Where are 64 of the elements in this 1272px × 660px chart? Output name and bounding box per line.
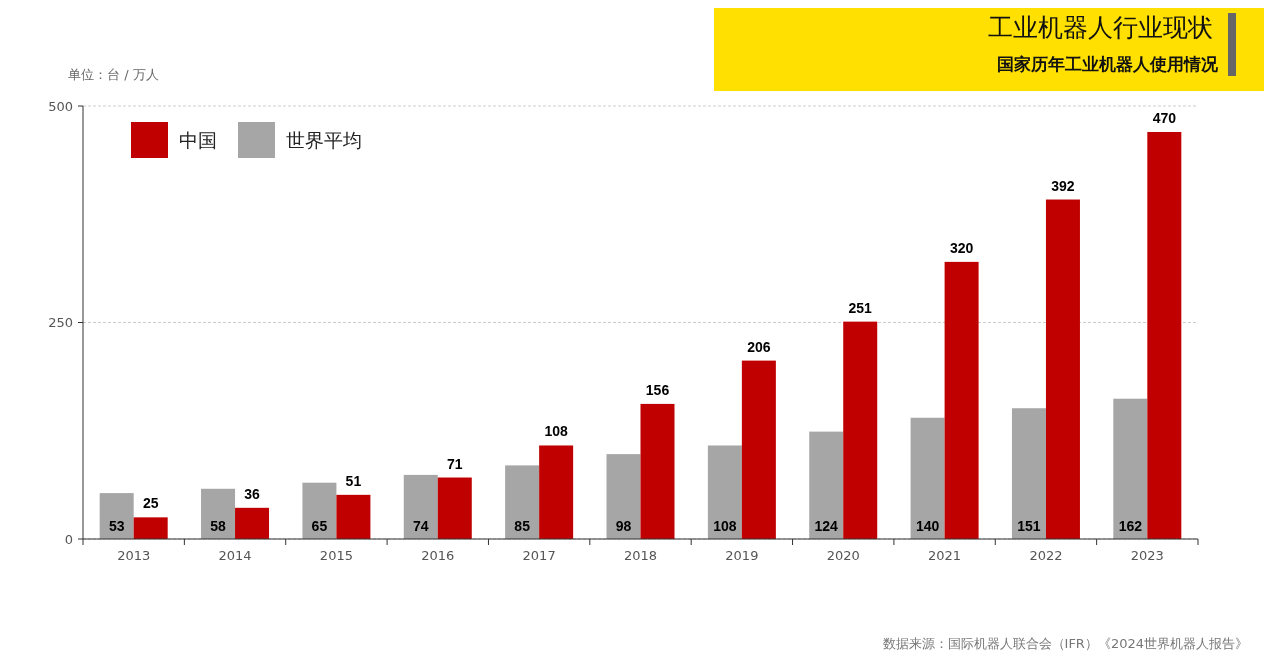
data-label: 98 bbox=[615, 518, 632, 534]
data-label: 124 bbox=[814, 518, 839, 534]
bar bbox=[640, 403, 675, 539]
bar bbox=[99, 493, 134, 539]
y-tick-label: 500 bbox=[48, 98, 73, 114]
bar bbox=[235, 507, 270, 539]
data-label: 162 bbox=[1118, 518, 1143, 534]
bar bbox=[910, 417, 945, 539]
bar bbox=[539, 445, 574, 539]
x-tick-label: 2016 bbox=[421, 548, 455, 563]
bar bbox=[741, 360, 776, 539]
chart-subtitle: 国家历年工业机器人使用情况 bbox=[997, 54, 1219, 74]
bar bbox=[1113, 398, 1148, 539]
data-label: 320 bbox=[949, 239, 974, 256]
data-label: 140 bbox=[915, 518, 940, 534]
x-tick-label: 2013 bbox=[117, 548, 151, 563]
chart-title: 工业机器人行业现状 bbox=[988, 13, 1213, 42]
bar bbox=[505, 465, 540, 539]
bar bbox=[809, 431, 844, 539]
source-note: 数据来源：国际机器人联合会（IFR）《2024世界机器人报告》 bbox=[882, 636, 1248, 651]
data-label: 71 bbox=[446, 455, 463, 472]
data-label: 470 bbox=[1152, 109, 1177, 126]
data-label: 151 bbox=[1017, 518, 1041, 534]
x-tick-label: 2023 bbox=[1130, 548, 1164, 563]
data-label: 206 bbox=[747, 338, 771, 355]
x-tick-label: 2015 bbox=[319, 548, 353, 563]
data-label: 53 bbox=[108, 518, 125, 534]
bar bbox=[1045, 199, 1080, 539]
data-label: 25 bbox=[142, 495, 159, 512]
bar bbox=[201, 488, 236, 539]
x-tick-label: 2020 bbox=[826, 548, 860, 563]
bar bbox=[403, 474, 438, 539]
y-tick-label: 250 bbox=[48, 315, 73, 331]
data-label: 36 bbox=[244, 485, 261, 502]
data-label: 58 bbox=[210, 518, 227, 534]
bar bbox=[606, 454, 641, 539]
data-label: 156 bbox=[645, 381, 670, 398]
bar bbox=[133, 517, 168, 539]
y-axis-title: 单位：台 / 万人 bbox=[68, 67, 159, 82]
x-tick-label: 2022 bbox=[1029, 548, 1063, 563]
bar bbox=[944, 261, 979, 539]
bar bbox=[1011, 408, 1046, 539]
bar bbox=[336, 494, 371, 539]
x-tick-label: 2019 bbox=[725, 548, 759, 563]
bar bbox=[302, 482, 337, 539]
data-label: 392 bbox=[1051, 177, 1075, 194]
y-tick-label: 0 bbox=[64, 531, 73, 547]
data-label: 108 bbox=[544, 423, 569, 440]
bar bbox=[437, 477, 472, 539]
data-label: 74 bbox=[412, 518, 429, 534]
data-label: 85 bbox=[514, 518, 531, 534]
data-label: 251 bbox=[848, 299, 873, 316]
bar bbox=[1147, 131, 1182, 539]
legend-label: 世界平均 bbox=[286, 128, 362, 151]
x-tick-label: 2021 bbox=[928, 548, 962, 563]
data-label: 51 bbox=[345, 472, 362, 489]
data-label: 65 bbox=[311, 518, 328, 534]
x-tick-label: 2018 bbox=[623, 548, 658, 563]
x-tick-label: 2014 bbox=[218, 548, 252, 563]
legend-label: 中国 bbox=[179, 128, 217, 151]
data-label: 108 bbox=[713, 518, 737, 534]
x-tick-label: 2017 bbox=[522, 548, 556, 563]
bar bbox=[707, 445, 742, 539]
bar bbox=[843, 321, 878, 539]
